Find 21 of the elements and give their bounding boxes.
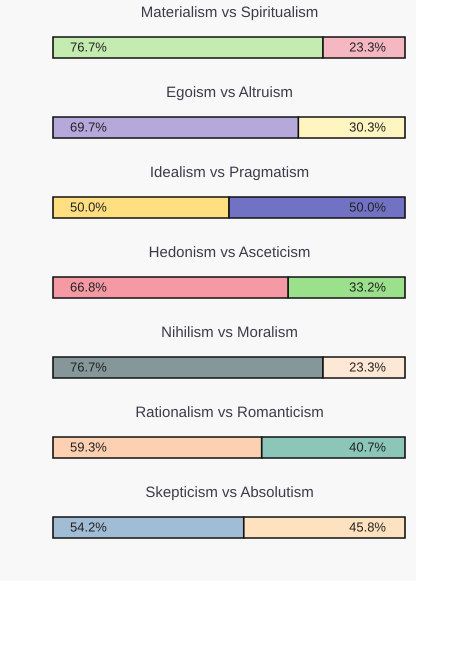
data-label: 59.3% (70, 440, 108, 454)
y-tick-label: Egoism vs Altruism (166, 84, 293, 101)
data-label: 50.0% (349, 200, 386, 214)
data-label: 23.3% (349, 40, 386, 54)
data-label: 76.7% (70, 360, 108, 374)
y-tick-label: Nihilism vs Moralism (161, 324, 298, 341)
data-label: 40.7% (349, 440, 386, 454)
data-label: 30.3% (349, 120, 386, 134)
y-tick-label: Materialism vs Spiritualism (140, 4, 318, 21)
data-label: 76.7% (70, 40, 108, 54)
y-tick-label: Idealism vs Pragmatism (150, 164, 310, 181)
y-tick-label: Hedonism vs Asceticism (148, 244, 310, 261)
data-label: 45.8% (349, 520, 386, 534)
y-tick-label: Skepticism vs Absolutism (145, 484, 314, 501)
data-label: 66.8% (70, 280, 108, 294)
data-label: 54.2% (70, 520, 108, 534)
y-tick-label: Rationalism vs Romanticism (135, 404, 324, 421)
data-label: 69.7% (70, 120, 108, 134)
data-label: 23.3% (349, 360, 386, 374)
data-label: 33.2% (349, 280, 386, 294)
data-label: 50.0% (70, 200, 108, 214)
